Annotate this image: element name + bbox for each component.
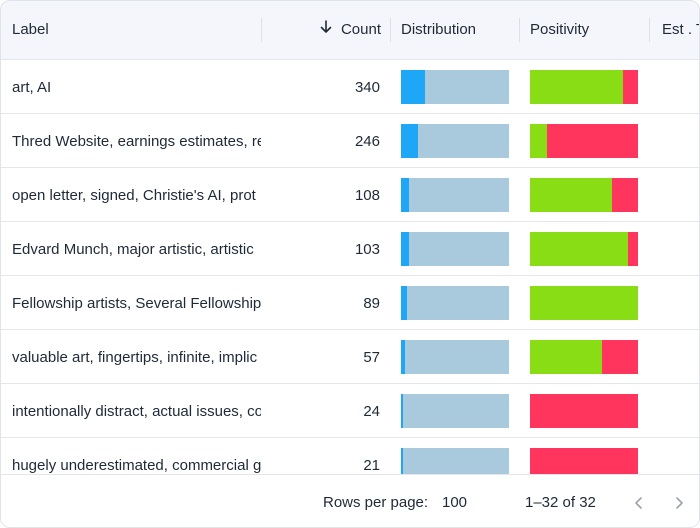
distribution-bar — [401, 448, 509, 474]
row-label: Edvard Munch, major artistic, artistic — [12, 241, 254, 258]
row-label: Thred Website, earnings estimates, re — [12, 133, 261, 150]
previous-page-button[interactable] — [629, 475, 649, 527]
negative-segment — [628, 232, 638, 266]
distribution-bar — [401, 232, 509, 266]
table-body: art, AI 340 Thred Website, earnings estima… — [1, 60, 699, 474]
positivity-bar — [530, 340, 638, 374]
row-label: valuable art, fingertips, infinite, impl… — [12, 349, 258, 366]
column-header-label[interactable]: Label — [12, 21, 49, 38]
table-row[interactable]: valuable art, fingertips, infinite, impl… — [1, 330, 699, 384]
distribution-share-segment — [401, 178, 409, 212]
table-row[interactable]: open letter, signed, Christie's AI, prot… — [1, 168, 699, 222]
positivity-bar — [530, 124, 638, 158]
table-row[interactable]: Edvard Munch, major artistic, artistic 10… — [1, 222, 699, 276]
table-row[interactable]: art, AI 340 — [1, 60, 699, 114]
table-footer: Rows per page: 100 1–32 of 32 — [1, 474, 699, 527]
distribution-rest-segment — [407, 286, 509, 320]
table-row[interactable]: intentionally distract, actual issues, c… — [1, 384, 699, 438]
next-page-button[interactable] — [669, 475, 689, 527]
positivity-bar — [530, 448, 638, 474]
positivity-bar — [530, 394, 638, 428]
positive-segment — [530, 124, 548, 158]
column-header-positivity[interactable]: Positivity — [530, 21, 590, 38]
distribution-rest-segment — [418, 124, 509, 158]
positivity-bar — [530, 286, 638, 320]
distribution-rest-segment — [408, 232, 509, 266]
positive-segment — [530, 70, 623, 104]
distribution-share-segment — [401, 70, 425, 104]
rows-per-page-select[interactable]: 100 — [442, 494, 468, 511]
row-label: open letter, signed, Christie's AI, prot — [12, 187, 256, 204]
column-separator[interactable] — [390, 18, 391, 42]
column-separator[interactable] — [261, 18, 262, 42]
column-header-count[interactable]: Count — [301, 1, 381, 59]
positivity-bar — [530, 232, 638, 266]
pagination-range: 1–32 of 32 — [525, 494, 596, 511]
positive-segment — [530, 178, 613, 212]
distribution-share-segment — [401, 232, 409, 266]
negative-segment — [530, 394, 638, 428]
distribution-share-segment — [401, 124, 419, 158]
column-separator[interactable] — [519, 18, 520, 42]
chevron-left-icon — [633, 494, 645, 511]
negative-segment — [622, 70, 638, 104]
distribution-bar — [401, 70, 509, 104]
column-header-est[interactable]: Est . T — [662, 21, 699, 38]
row-count: 246 — [354, 133, 380, 150]
positivity-bar — [530, 70, 638, 104]
row-count: 340 — [354, 79, 380, 96]
distribution-rest-segment — [408, 178, 509, 212]
table-row[interactable]: Thred Website, earnings estimates, re 246 — [1, 114, 699, 168]
distribution-bar — [401, 124, 509, 158]
row-count: 103 — [354, 241, 380, 258]
distribution-share-segment — [401, 394, 403, 428]
negative-segment — [547, 124, 638, 158]
distribution-bar — [401, 286, 509, 320]
positivity-bar — [530, 178, 638, 212]
distribution-share-segment — [401, 340, 406, 374]
negative-segment — [530, 448, 638, 474]
distribution-rest-segment — [405, 340, 509, 374]
row-label: Fellowship artists, Several Fellowship, — [12, 295, 261, 312]
table-row[interactable]: Fellowship artists, Several Fellowship, 8… — [1, 276, 699, 330]
table-header: Label Count Distribution Positivity Est … — [1, 1, 699, 60]
sort-descending-icon[interactable] — [319, 1, 333, 59]
row-count: 57 — [363, 349, 380, 366]
row-count: 108 — [354, 187, 380, 204]
row-label: art, AI — [12, 79, 52, 96]
distribution-share-segment — [401, 448, 403, 474]
row-count: 89 — [363, 295, 380, 312]
column-header-distribution[interactable]: Distribution — [401, 21, 477, 38]
row-count: 24 — [363, 403, 380, 420]
distribution-rest-segment — [402, 448, 509, 474]
distribution-bar — [401, 178, 509, 212]
rows-per-page-label: Rows per page: — [323, 494, 429, 511]
distribution-share-segment — [401, 286, 408, 320]
row-count: 21 — [363, 457, 380, 474]
distribution-bar — [401, 340, 509, 374]
positive-segment — [530, 340, 603, 374]
positive-segment — [530, 232, 629, 266]
negative-segment — [612, 178, 638, 212]
row-label: intentionally distract, actual issues, c… — [12, 403, 261, 420]
row-label: hugely underestimated, commercial g — [12, 457, 261, 474]
distribution-rest-segment — [424, 70, 509, 104]
chevron-right-icon — [673, 494, 685, 511]
positive-segment — [530, 286, 638, 320]
table-row[interactable]: hugely underestimated, commercial g 21 — [1, 438, 699, 474]
column-separator[interactable] — [649, 18, 650, 42]
distribution-bar — [401, 394, 509, 428]
negative-segment — [602, 340, 638, 374]
distribution-rest-segment — [402, 394, 509, 428]
